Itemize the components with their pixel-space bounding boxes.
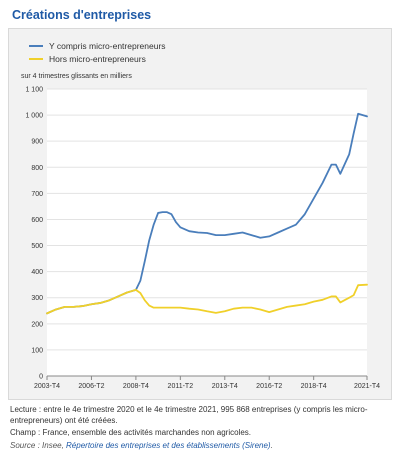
y-tick-label: 900 [31,139,43,146]
series-line-1 [46,283,368,315]
y-tick-label: 600 [31,217,43,224]
x-tick-label: 2016-T2 [256,383,282,390]
chart-notes: Lecture : entre le 4e trimestre 2020 et … [10,405,392,453]
chart-panel: Y compris micro-entrepreneurs Hors micro… [8,28,392,400]
y-tick-label: 1 100 [25,87,43,94]
note-champ: Champ : France, ensemble des activités m… [10,428,252,437]
y-axis-unit-label: sur 4 trimestres glissants en milliers [21,73,132,80]
y-tick-label: 800 [31,165,43,172]
legend-swatch-hors-micro [29,57,43,60]
line-chart: 0 100 200 300 400 500 600 700 800 900 1 000 1 100 20… [25,87,380,391]
y-tick-label: 0 [39,374,43,381]
x-tick-label: 2011-T2 [168,383,194,390]
source-prefix: Source : Insee, [10,440,67,450]
source-link[interactable]: Répertoire des entreprises et des établi… [66,440,271,450]
source-suffix: . [270,440,273,450]
note-lecture: Lecture : entre le 4e trimestre 2020 et … [10,405,368,425]
x-tick-label: 2021-T4 [354,383,380,390]
y-tick-label: 200 [31,321,43,328]
legend: Y compris micro-entrepreneurs Hors micro… [29,39,166,65]
legend-item-hors-micro[interactable]: Hors micro-entrepreneurs [29,52,166,65]
legend-swatch-total [29,44,43,47]
x-tick-label: 2013-T4 [212,383,238,390]
x-tick-label: 2008-T4 [123,383,149,390]
y-tick-label: 300 [31,295,43,302]
x-tick-label: 2003-T4 [34,383,60,390]
y-tick-label: 500 [31,243,43,250]
y-tick-label: 700 [31,191,43,198]
x-tick-label: 2018-T4 [301,383,327,390]
y-tick-label: 1 000 [25,113,43,120]
chart-title: Créations d'entreprises [12,8,152,22]
x-tick-label: 2006-T2 [78,383,104,390]
y-tick-label: 400 [31,269,43,276]
legend-label-hors-micro: Hors micro-entrepreneurs [49,53,146,64]
y-tick-label: 100 [31,347,43,354]
legend-label-total: Y compris micro-entrepreneurs [49,40,166,51]
note-source: Source : Insee, Répertoire des entrepris… [10,441,392,452]
legend-item-total[interactable]: Y compris micro-entrepreneurs [29,39,166,52]
